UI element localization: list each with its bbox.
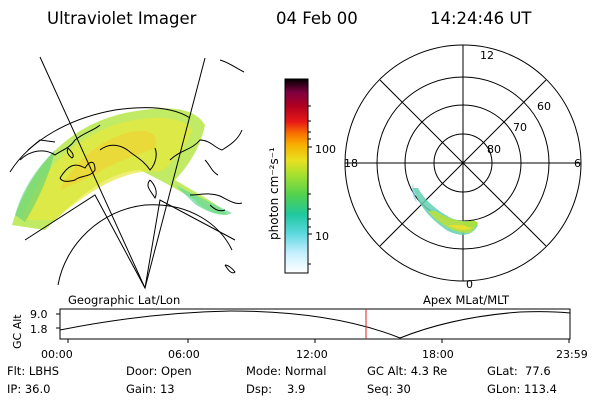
dsp-value: 3.9 — [287, 382, 306, 396]
lat-label-60: 60 — [537, 100, 551, 113]
altitude-xtick-1800: 18:00 — [422, 348, 454, 361]
seq-info: Seq: 30 — [367, 382, 411, 396]
mlt-label-18: 18 — [344, 157, 358, 170]
door-info: Door: Open — [126, 364, 192, 378]
altitude-xtick-2359: 23:59 — [556, 348, 588, 361]
colorbar — [284, 78, 312, 274]
geo-grid — [9, 56, 236, 290]
mlt-label-0: 0 — [466, 278, 473, 291]
altitude-xtick-0600: 06:00 — [168, 348, 200, 361]
altitude-ytick-9: 9.0 — [30, 308, 48, 321]
lat-label-70: 70 — [513, 121, 527, 134]
glat-info: GLat: 77.6 — [487, 364, 551, 378]
mlt-label-12: 12 — [480, 49, 494, 62]
time-label: 14:24:46 UT — [430, 9, 532, 28]
filter-info: Flt: LBHS — [7, 364, 60, 378]
mode-info: Mode: Normal — [246, 364, 327, 378]
lat-label-80: 80 — [487, 143, 501, 156]
coastlines — [19, 59, 245, 274]
altitude-ylabel: GC Alt — [11, 314, 24, 349]
colorbar-tick-100: 100 — [315, 143, 336, 156]
altitude-plot — [56, 308, 571, 343]
geo-panel-label: Geographic Lat/Lon — [68, 293, 181, 307]
dsp-label: Dsp: — [246, 382, 273, 396]
ip-info: IP: 36.0 — [7, 382, 51, 396]
apex-panel-label: Apex MLat/MLT — [423, 293, 510, 307]
instrument-title: Ultraviolet Imager — [47, 9, 197, 28]
glon-info: GLon: 113.4 — [487, 382, 557, 396]
date-label: 04 Feb 00 — [276, 9, 358, 28]
colorbar-unit-label: photon cm⁻²s⁻¹ — [267, 147, 281, 240]
gc-alt-info: GC Alt: 4.3 Re — [367, 364, 448, 378]
auroral-oval-apex — [412, 183, 478, 235]
mlt-label-6: 6 — [574, 157, 581, 170]
altitude-xtick-1200: 12:00 — [296, 348, 328, 361]
altitude-xtick-0000: 00:00 — [41, 348, 73, 361]
auroral-oval-geo — [12, 108, 232, 230]
apex-polar-plot — [344, 44, 582, 282]
gain-info: Gain: 13 — [126, 382, 175, 396]
colorbar-tick-10: 10 — [315, 230, 329, 243]
altitude-ytick-1.8: 1.8 — [30, 323, 48, 336]
